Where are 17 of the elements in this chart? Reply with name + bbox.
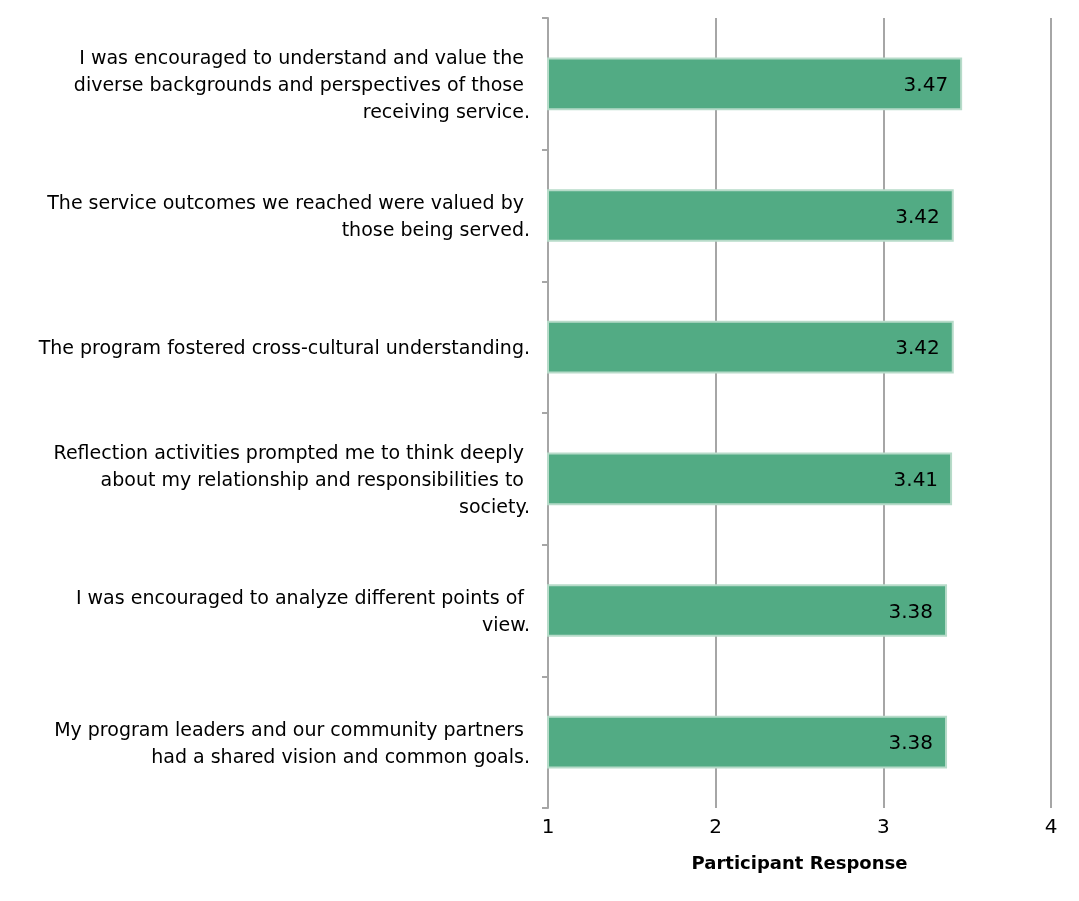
data-label: 3.38 [888,598,934,623]
y-tick-label: My program leaders and our community partners had a shared vision and common goals. [54,717,530,767]
data-label: 3.42 [895,335,940,360]
data-label: 3.47 [903,71,949,96]
x-tick-label: 2 [709,814,723,838]
x-axis-title: Participant Response [691,851,908,873]
data-label: 3.41 [893,466,939,491]
x-tick-label: 3 [876,814,890,838]
x-tick-label: 1 [541,814,555,838]
data-label: 3.42 [895,203,940,228]
y-tick-label: I was encouraged to analyze different points of view. [75,586,530,635]
y-tick-label: Reflection activities prompted me to think deeply about my relationship and responsibilities to society. [53,440,530,517]
data-label: 3.38 [888,730,934,755]
y-tick-label: The program fostered cross-cultural understanding. [37,336,530,359]
y-tick-label: I was encouraged to understand and value the diverse backgrounds and perspectives of those receiving service. [73,45,530,122]
y-tick-label: The service outcomes we reached were valued by those being served. [46,191,530,240]
x-tick-label: 4 [1044,814,1058,838]
